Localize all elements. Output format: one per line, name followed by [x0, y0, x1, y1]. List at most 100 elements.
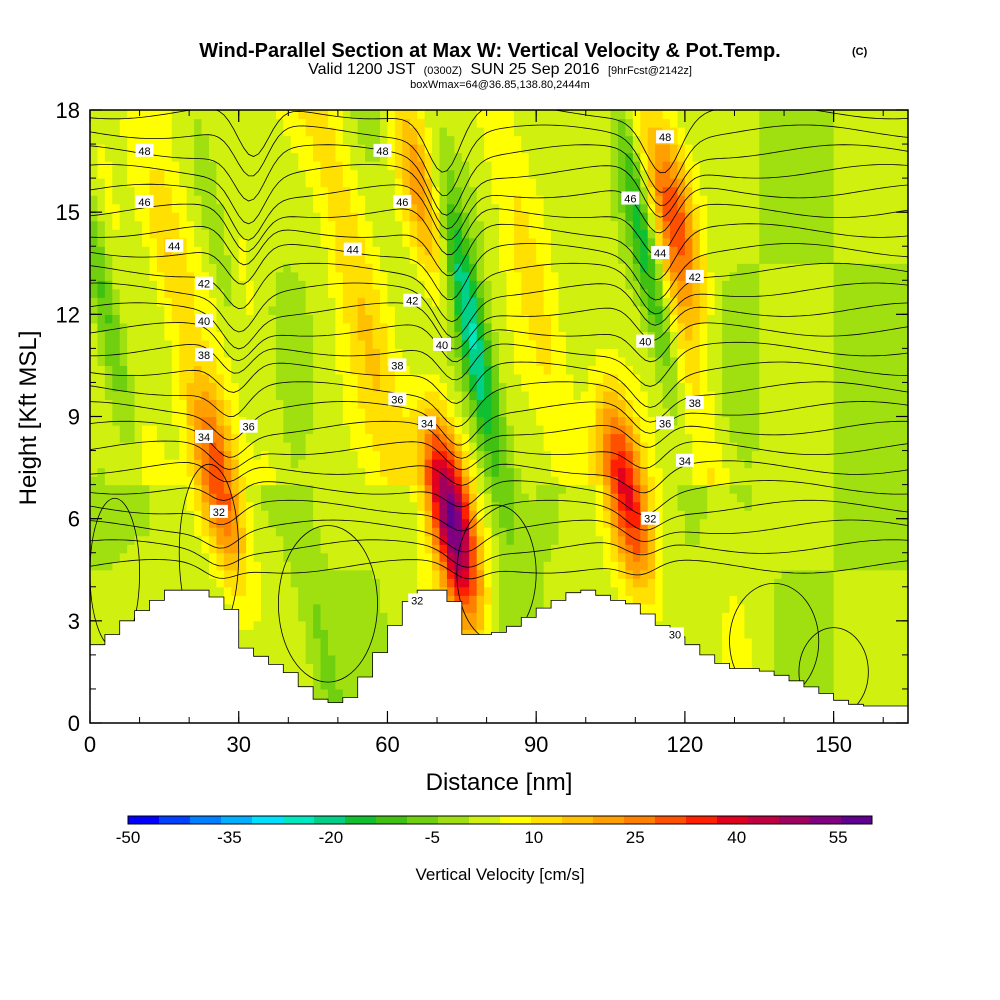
velocity-cell — [580, 135, 589, 145]
velocity-cell — [171, 433, 180, 443]
velocity-cell — [402, 425, 411, 435]
velocity-cell — [454, 518, 463, 528]
velocity-cell — [476, 510, 485, 520]
velocity-cell — [476, 118, 485, 128]
velocity-cell — [268, 110, 277, 120]
velocity-cell — [290, 527, 299, 537]
velocity-cell — [171, 322, 180, 332]
velocity-cell — [327, 135, 336, 145]
velocity-cell — [454, 280, 463, 290]
velocity-cell — [223, 484, 232, 494]
velocity-cell — [580, 246, 589, 256]
velocity-cell — [283, 442, 292, 452]
velocity-cell — [484, 544, 493, 554]
velocity-cell — [335, 569, 344, 579]
velocity-cell — [513, 501, 522, 511]
velocity-cell — [171, 416, 180, 426]
velocity-cell — [327, 373, 336, 384]
velocity-cell — [231, 407, 240, 418]
velocity-cell — [216, 518, 225, 528]
velocity-cell — [454, 144, 463, 154]
velocity-cell — [119, 390, 128, 401]
velocity-cell — [149, 586, 158, 596]
velocity-cell — [298, 510, 307, 520]
velocity-cell — [283, 339, 292, 349]
velocity-cell — [194, 152, 203, 162]
velocity-cell — [595, 442, 604, 452]
velocity-cell — [223, 203, 232, 213]
velocity-cell — [261, 288, 270, 298]
velocity-cell — [551, 280, 560, 290]
velocity-cell — [551, 229, 560, 239]
velocity-cell — [521, 612, 530, 622]
velocity-cell — [521, 365, 530, 375]
velocity-cell — [536, 135, 545, 145]
velocity-cell — [580, 459, 589, 469]
velocity-cell — [491, 288, 500, 298]
velocity-cell — [499, 595, 508, 605]
velocity-cell — [439, 220, 448, 230]
velocity-cell — [446, 110, 455, 120]
velocity-cell — [231, 603, 240, 613]
velocity-cell — [298, 365, 307, 375]
velocity-cell — [194, 476, 203, 486]
velocity-cell — [417, 450, 426, 460]
velocity-cell — [439, 161, 448, 171]
velocity-cell — [275, 144, 284, 154]
velocity-cell — [350, 527, 359, 537]
velocity-cell — [595, 459, 604, 469]
velocity-cell — [149, 535, 158, 545]
velocity-cell — [513, 169, 522, 179]
velocity-cell — [127, 339, 136, 349]
velocity-cell — [357, 135, 366, 145]
velocity-cell — [119, 237, 128, 247]
velocity-cell — [327, 629, 336, 639]
velocity-cell — [283, 280, 292, 290]
velocity-cell — [454, 127, 463, 137]
velocity-cell — [223, 373, 232, 384]
velocity-cell — [521, 390, 530, 401]
velocity-cell — [588, 407, 597, 418]
velocity-cell — [313, 688, 322, 699]
velocity-cell — [104, 271, 113, 281]
velocity-cell — [551, 144, 560, 154]
velocity-cell — [543, 416, 552, 426]
velocity-cell — [580, 433, 589, 443]
velocity-cell — [491, 501, 500, 511]
velocity-cell — [394, 322, 403, 332]
velocity-cell — [350, 476, 359, 486]
velocity-cell — [387, 271, 396, 281]
velocity-cell — [246, 510, 255, 520]
velocity-cell — [409, 510, 418, 520]
velocity-cell — [134, 365, 143, 375]
velocity-cell — [171, 152, 180, 162]
velocity-cell — [432, 578, 441, 588]
velocity-cell — [432, 552, 441, 562]
velocity-cell — [142, 450, 151, 460]
velocity-cell — [558, 484, 567, 494]
velocity-cell — [320, 544, 329, 554]
velocity-cell — [134, 246, 143, 256]
velocity-cell — [499, 237, 508, 247]
velocity-cell — [558, 237, 567, 247]
velocity-cell — [484, 620, 493, 630]
velocity-cell — [194, 561, 203, 571]
velocity-cell — [208, 220, 218, 230]
velocity-cell — [149, 288, 158, 298]
velocity-cell — [208, 288, 218, 298]
velocity-cell — [350, 654, 359, 664]
velocity-cell — [558, 459, 567, 469]
velocity-cell — [536, 322, 545, 332]
velocity-cell — [588, 271, 597, 281]
velocity-cell — [528, 280, 537, 290]
velocity-cell — [513, 561, 522, 571]
velocity-cell — [565, 569, 574, 579]
velocity-cell — [201, 263, 210, 273]
velocity-cell — [342, 654, 351, 664]
velocity-cell — [543, 484, 552, 494]
velocity-cell — [90, 271, 99, 281]
velocity-cell — [268, 229, 277, 239]
velocity-cell — [119, 544, 128, 554]
velocity-cell — [499, 263, 508, 273]
velocity-cell — [246, 127, 255, 137]
